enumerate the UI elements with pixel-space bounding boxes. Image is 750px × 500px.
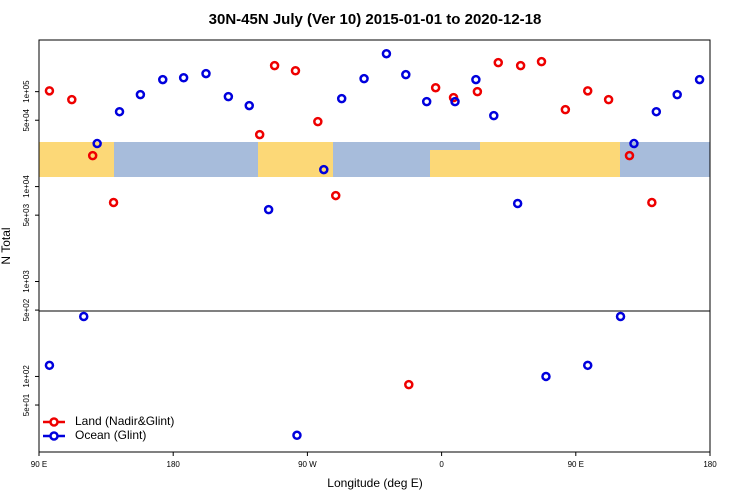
point [44,86,55,96]
x-axis-label: Longitude (deg E) [327,476,422,490]
y-tick-label: 5e+03 [22,203,31,226]
point [336,93,347,104]
point [330,190,341,201]
x-tick-label: 180 [703,460,717,469]
y-tick-label: 1e+04 [22,175,31,198]
point [615,311,626,322]
plot-frame [38,39,711,453]
point [651,106,662,117]
x-tick-label: 90 E [568,460,584,469]
y-tick-label: 5e+01 [22,393,31,416]
legend-marker [49,417,59,427]
point [603,94,614,105]
point [44,360,55,371]
point [694,74,705,85]
point [290,66,301,76]
point [471,74,481,85]
point [87,150,98,161]
point [536,56,547,67]
point [263,204,274,215]
y-tick-label: 5e+04 [22,108,31,131]
y-tick-label: 1e+05 [22,80,31,103]
legend-marker [49,431,59,441]
point [114,106,125,117]
point [201,68,211,79]
point [313,116,323,127]
point [624,150,635,161]
point [223,91,234,102]
x-tick-label: 0 [439,460,444,469]
x-tick-label: 90 W [298,460,317,469]
point [541,371,551,382]
point [254,129,265,140]
point [319,164,329,175]
point [178,73,189,83]
x-tick-label: 180 [167,460,181,469]
point [472,86,483,97]
point [515,60,526,71]
point [489,110,499,121]
point [512,198,523,209]
map-strip [39,142,710,177]
point [629,138,639,149]
point [108,197,119,208]
y-tick-label: 5e+02 [22,298,31,321]
point [381,48,392,59]
point [493,57,504,68]
point [269,60,280,71]
y-tick-label: 1e+02 [22,365,31,388]
point [404,379,414,390]
point [78,311,89,322]
point [67,94,77,105]
x-tick-label: 90 E [31,460,47,469]
point [672,89,682,100]
point [430,82,441,93]
point [421,96,432,107]
legend-label: Land (Nadir&Glint) [75,414,174,428]
y-axis-label: N Total [0,227,13,264]
point [92,138,102,149]
point [647,197,657,208]
point [359,73,369,84]
point [450,96,460,107]
point [582,360,593,371]
point [135,89,146,100]
point [401,69,411,80]
point [244,100,254,111]
y-tick-label: 1e+03 [22,270,31,293]
point [158,74,168,85]
chart-title: 30N-45N July (Ver 10) 2015-01-01 to 2020… [209,11,542,28]
legend-label: Ocean (Glint) [75,428,146,442]
point [292,430,302,441]
point [560,104,571,115]
point [582,86,593,96]
